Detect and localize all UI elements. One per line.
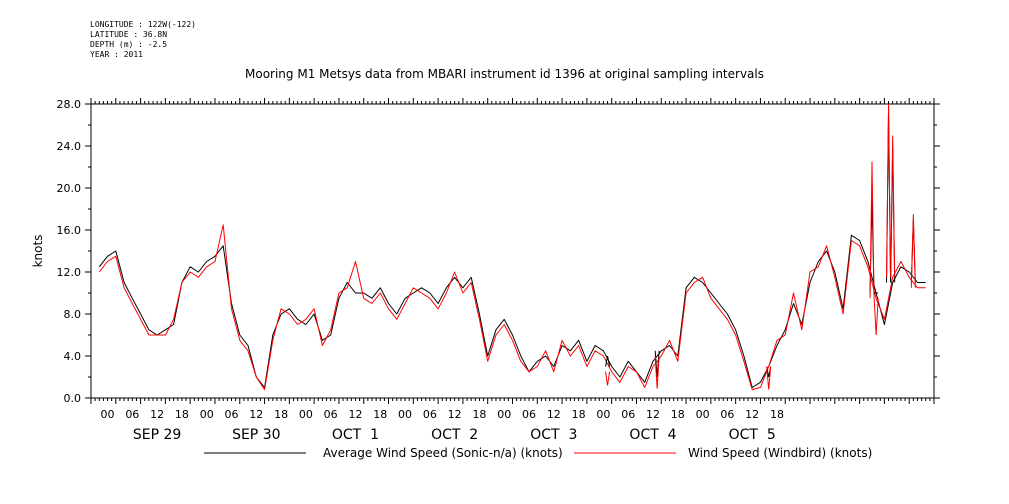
- x-hour-label: 00: [596, 408, 610, 421]
- x-day-label: OCT 1: [332, 427, 379, 443]
- series-line-windbird: [98, 224, 926, 391]
- x-hour-label: 12: [348, 408, 362, 421]
- y-tick-label: 0.0: [64, 392, 82, 405]
- series-spike: [605, 355, 611, 367]
- x-day-label: SEP 30: [232, 427, 280, 443]
- longitude-label: LONGITUDE : 122W(-122): [90, 20, 196, 29]
- x-hour-label: 12: [150, 408, 164, 421]
- x-hour-label: 06: [324, 408, 338, 421]
- x-hour-label: 00: [398, 408, 412, 421]
- x-day-label: OCT 5: [729, 427, 776, 443]
- x-hour-label: 06: [621, 408, 635, 421]
- x-hour-label: 18: [472, 408, 486, 421]
- series-spike: [654, 355, 660, 389]
- x-hour-label: 06: [423, 408, 437, 421]
- x-hour-label: 06: [522, 408, 536, 421]
- x-hour-label: 12: [646, 408, 660, 421]
- depth-label: DEPTH (m) : -2.5: [90, 40, 168, 49]
- series-spike: [869, 161, 875, 299]
- year-label: YEAR : 2011: [90, 50, 143, 59]
- latitude-label: LATITUDE : 36.8N: [90, 30, 168, 39]
- series-spike: [910, 214, 916, 288]
- x-day-label: OCT 3: [530, 427, 577, 443]
- y-tick-label: 24.0: [57, 140, 82, 153]
- x-day-label: OCT 4: [629, 427, 676, 443]
- series-spike: [873, 298, 879, 336]
- x-day-label: SEP 29: [133, 427, 181, 443]
- y-tick-label: 4.0: [64, 350, 82, 363]
- x-hour-label: 12: [745, 408, 759, 421]
- x-hour-label: 12: [249, 408, 263, 421]
- metadata-block: LONGITUDE : 122W(-122) LATITUDE : 36.8N …: [90, 20, 196, 60]
- x-hour-label: 18: [373, 408, 387, 421]
- x-hour-label: 00: [299, 408, 313, 421]
- x-hour-label: 12: [448, 408, 462, 421]
- x-day-label: OCT 2: [431, 427, 478, 443]
- x-hour-label: 06: [720, 408, 734, 421]
- series-line-sonic: [98, 234, 926, 388]
- chart-title: Mooring M1 Metsys data from MBARI instru…: [245, 67, 764, 81]
- x-hour-label: 18: [671, 408, 685, 421]
- x-hour-label: 06: [125, 408, 139, 421]
- y-tick-label: 16.0: [57, 224, 82, 237]
- x-hour-label: 18: [274, 408, 288, 421]
- x-hour-label: 12: [547, 408, 561, 421]
- y-tick-label: 12.0: [57, 266, 82, 279]
- series-spike: [766, 366, 772, 390]
- x-hour-label: 00: [696, 408, 710, 421]
- y-tick-label: 8.0: [64, 308, 82, 321]
- x-hour-label: 00: [101, 408, 115, 421]
- x-hour-label: 18: [572, 408, 586, 421]
- y-axis-label: knots: [31, 235, 45, 268]
- x-hour-label: 00: [497, 408, 511, 421]
- y-tick-label: 20.0: [57, 182, 82, 195]
- x-hour-label: 00: [200, 408, 214, 421]
- series-spike: [605, 371, 611, 386]
- x-hour-label: 18: [175, 408, 189, 421]
- x-hour-label: 06: [225, 408, 239, 421]
- series-spike: [890, 135, 896, 278]
- y-tick-label: 28.0: [57, 98, 82, 111]
- series-spike: [886, 103, 892, 278]
- x-hour-label: 18: [770, 408, 784, 421]
